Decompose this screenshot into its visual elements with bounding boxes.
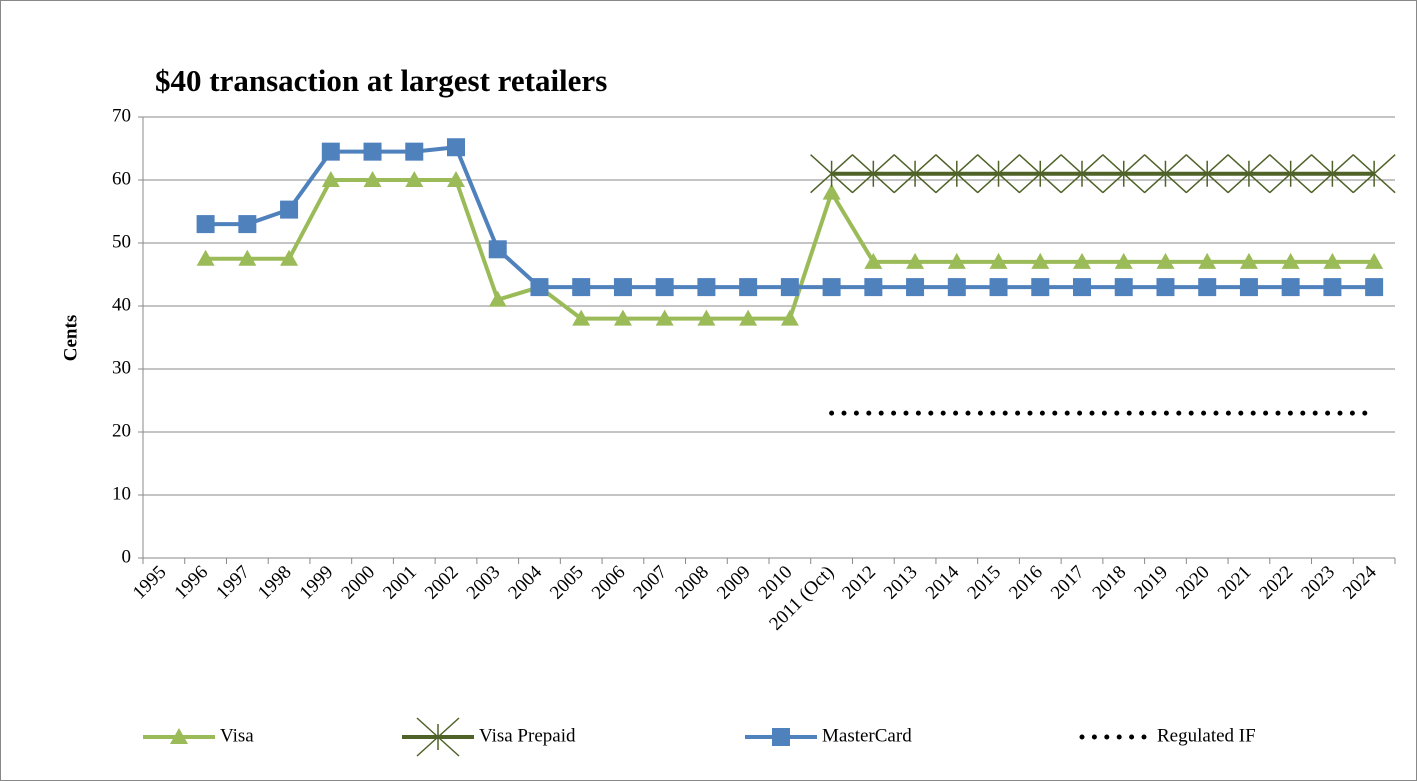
legend-label: Visa [220, 725, 254, 746]
data-point [906, 278, 925, 297]
data-point [1323, 278, 1342, 297]
data-point [1198, 278, 1217, 297]
data-point [739, 278, 758, 297]
y-tick-label: 70 [112, 105, 131, 126]
data-point [1073, 252, 1091, 269]
data-point [822, 183, 841, 200]
data-point [488, 240, 507, 259]
data-point [613, 309, 632, 326]
data-point [530, 278, 549, 297]
data-point [810, 154, 854, 194]
y-tick-label: 20 [112, 420, 131, 441]
data-point [947, 252, 966, 269]
data-point [447, 171, 465, 187]
data-point [697, 309, 716, 326]
data-point [1281, 278, 1300, 297]
data-point [1239, 278, 1258, 297]
data-point [1352, 154, 1396, 194]
data-point [1060, 154, 1104, 194]
legend-marker [170, 728, 188, 744]
data-point [977, 154, 1021, 194]
data-point [1365, 252, 1384, 269]
chart-title: $40 transaction at largest retailers [155, 63, 607, 98]
data-point [780, 309, 799, 326]
data-point [1239, 252, 1258, 269]
data-point [1323, 252, 1342, 269]
data-point [196, 249, 215, 266]
data-point [1143, 154, 1187, 194]
data-point [1185, 154, 1229, 194]
data-point [613, 278, 632, 297]
legend-label: MasterCard [822, 725, 912, 746]
data-point [1365, 278, 1384, 297]
legend-item: Visa Prepaid [402, 717, 576, 757]
data-point [1310, 154, 1354, 194]
data-point [1281, 252, 1300, 269]
data-point [1018, 154, 1062, 194]
data-point [697, 278, 716, 297]
data-point [447, 138, 465, 157]
y-tick-label: 30 [112, 357, 131, 378]
legend-item: Regulated IF [1079, 725, 1256, 746]
data-point [572, 309, 591, 326]
data-point [363, 142, 382, 161]
data-point [989, 252, 1008, 269]
data-point [1156, 278, 1175, 297]
data-point [947, 278, 966, 297]
legend-item: MasterCard [745, 725, 912, 746]
data-point [280, 200, 299, 219]
data-point [1073, 278, 1091, 297]
y-tick-label: 10 [112, 483, 131, 504]
data-point [893, 154, 937, 194]
data-point [405, 142, 424, 161]
data-point [1156, 252, 1175, 269]
data-point [655, 278, 674, 297]
data-point [864, 252, 883, 269]
data-point [1198, 252, 1217, 269]
data-point [238, 215, 257, 234]
legend-item: Visa [143, 725, 254, 746]
data-point [488, 290, 507, 307]
data-point [739, 309, 758, 326]
data-point [1227, 154, 1271, 194]
data-point [1031, 252, 1050, 269]
legend-label: Regulated IF [1157, 725, 1256, 746]
data-point [321, 142, 340, 161]
data-point [989, 278, 1008, 297]
data-point [321, 171, 340, 187]
legend-marker [772, 728, 790, 746]
y-tick-label: 40 [112, 294, 131, 315]
data-point [851, 154, 895, 194]
y-tick-label: 60 [112, 168, 131, 189]
data-point [906, 252, 925, 269]
data-point [822, 278, 841, 297]
data-point [405, 171, 424, 187]
data-point [864, 278, 883, 297]
data-point [655, 309, 674, 326]
data-point [935, 154, 979, 194]
data-point [1031, 278, 1050, 297]
y-axis-label: Cents [60, 315, 81, 361]
data-point [280, 249, 299, 266]
data-point [780, 278, 799, 297]
data-point [572, 278, 591, 297]
y-tick-label: 0 [122, 546, 132, 567]
data-point [196, 215, 215, 234]
data-point [1269, 154, 1313, 194]
data-point [238, 249, 257, 266]
legend-marker [416, 717, 460, 757]
y-tick-label: 50 [112, 231, 131, 252]
legend-label: Visa Prepaid [479, 725, 576, 746]
data-point [1102, 154, 1146, 194]
data-point [1114, 252, 1133, 269]
data-point [1114, 278, 1133, 297]
data-point [363, 171, 382, 187]
